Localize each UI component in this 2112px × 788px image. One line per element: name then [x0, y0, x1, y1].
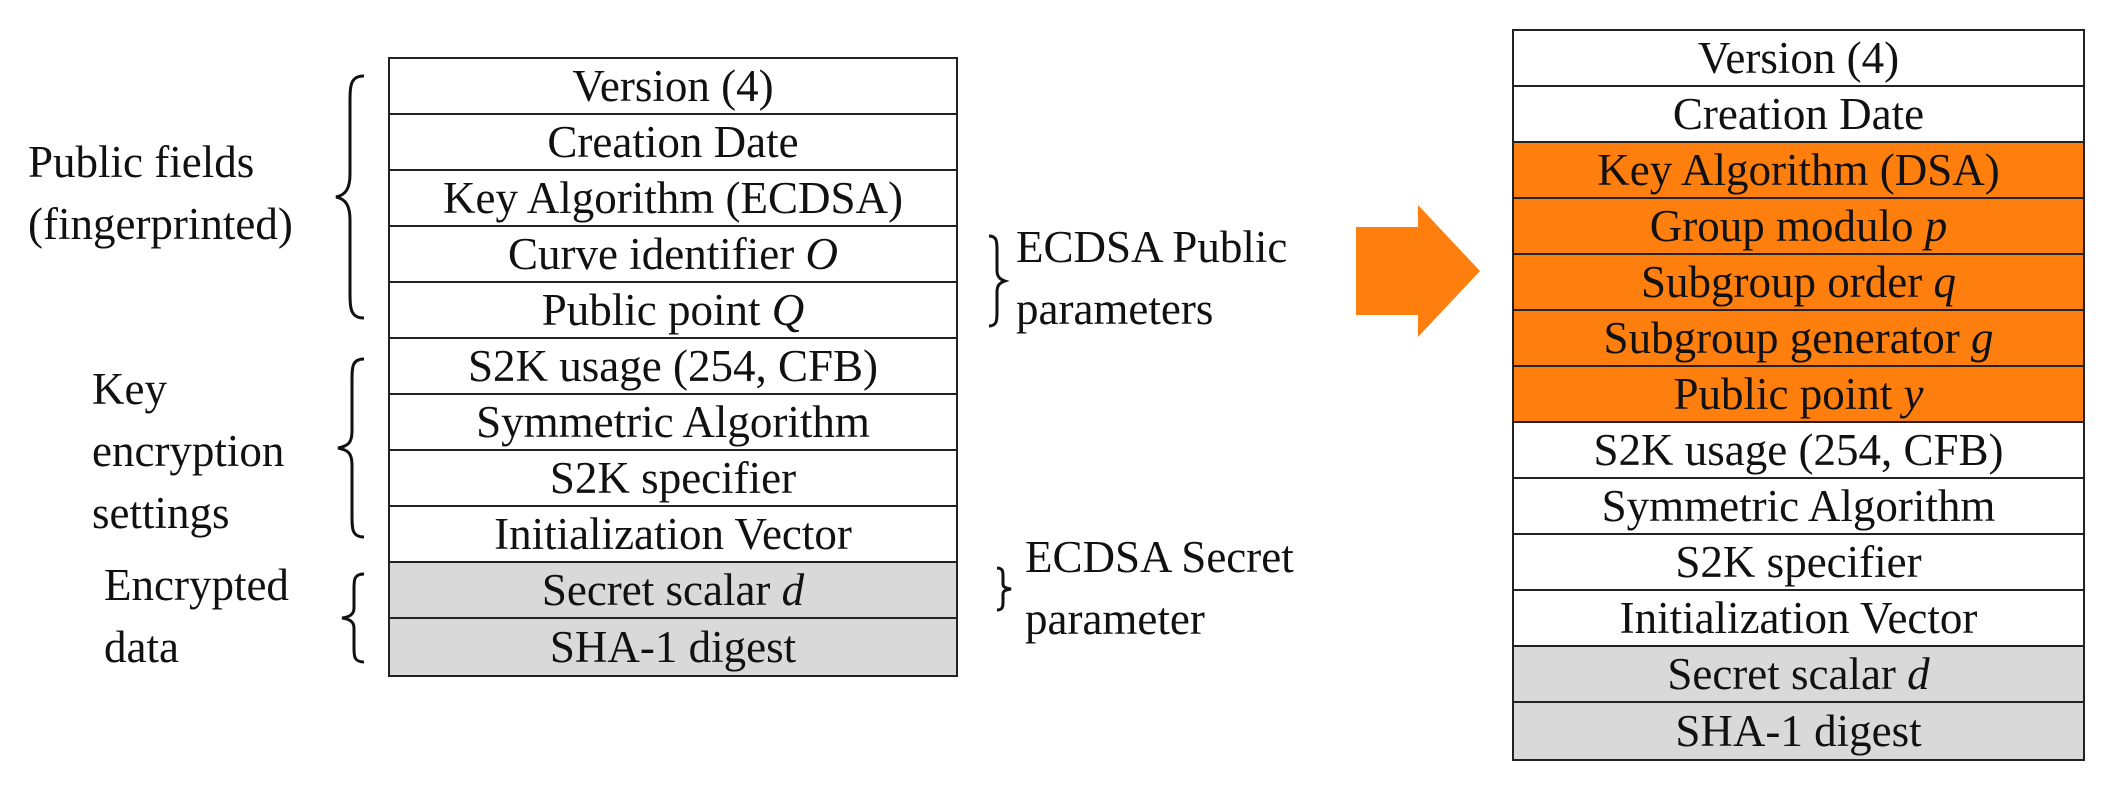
table-row: Curve identifier O: [390, 227, 956, 283]
ecdsa-public-brace: [988, 234, 1010, 328]
table-row: Secret scalar d: [1514, 647, 2083, 703]
table-row: Group modulo p: [1514, 199, 2083, 255]
field-label: SHA-1 digest: [1675, 705, 1922, 756]
field-variable: O: [805, 228, 838, 279]
right-arrow-icon: [1356, 205, 1480, 337]
field-variable: g: [1970, 312, 1994, 363]
field-label: S2K usage (254, CFB): [1593, 424, 2004, 475]
field-label: Secret scalar: [1667, 648, 1908, 699]
field-variable: y: [1903, 368, 1924, 419]
table-row: Version (4): [390, 59, 956, 115]
ecdsa-key-packet-table: Version (4) Creation Date Key Algorithm (E…: [388, 57, 958, 677]
table-row: Symmetric Algorithm: [390, 395, 956, 451]
public-fields-brace: [335, 74, 365, 320]
table-row: Subgroup order q: [1514, 255, 2083, 311]
key-encryption-settings-label: Key encryption settings: [92, 364, 285, 538]
field-label: Creation Date: [547, 116, 799, 167]
table-row: Key Algorithm (DSA): [1514, 143, 2083, 199]
field-label: Secret scalar: [541, 564, 782, 615]
field-label: Subgroup order: [1641, 256, 1934, 307]
field-label: Initialization Vector: [494, 508, 852, 559]
field-label: Curve identifier: [508, 228, 806, 279]
table-row: Initialization Vector: [1514, 591, 2083, 647]
field-label: Public point: [541, 284, 772, 335]
table-row: Version (4): [1514, 31, 2083, 87]
public-fields-label: Public fields (fingerprinted): [28, 137, 293, 249]
table-row: SHA-1 digest: [390, 619, 956, 675]
table-row: S2K specifier: [390, 451, 956, 507]
ecdsa-secret-parameter-label: ECDSA Secret parameter: [1025, 532, 1294, 644]
table-row: S2K usage (254, CFB): [1514, 423, 2083, 479]
field-label: Key Algorithm (DSA): [1597, 144, 2000, 195]
field-label: Symmetric Algorithm: [1601, 480, 1996, 531]
table-row: Creation Date: [390, 115, 956, 171]
table-row: S2K usage (254, CFB): [390, 339, 956, 395]
field-label: Public point: [1673, 368, 1904, 419]
field-variable: q: [1933, 256, 1956, 307]
field-variable: Q: [771, 284, 805, 335]
field-label: S2K specifier: [549, 452, 797, 503]
table-row: Public point y: [1514, 367, 2083, 423]
table-row: S2K specifier: [1514, 535, 2083, 591]
table-row: SHA-1 digest: [1514, 703, 2083, 759]
ecdsa-public-parameters-label: ECDSA Public parameters: [1016, 222, 1288, 334]
encrypted-data-brace: [341, 572, 365, 664]
field-label: Group modulo: [1649, 200, 1925, 251]
ecdsa-secret-brace: [996, 566, 1012, 612]
field-variable: p: [1924, 200, 1948, 251]
table-row: Creation Date: [1514, 87, 2083, 143]
table-row: Symmetric Algorithm: [1514, 479, 2083, 535]
field-label: S2K specifier: [1675, 536, 1922, 587]
field-label: Initialization Vector: [1619, 592, 1978, 643]
field-variable: d: [781, 564, 805, 615]
field-label: Version (4): [572, 60, 774, 111]
table-row: Secret scalar d: [390, 563, 956, 619]
table-row: Public point Q: [390, 283, 956, 339]
field-label: S2K usage (254, CFB): [467, 340, 878, 391]
field-variable: d: [1907, 648, 1930, 699]
field-label: Version (4): [1697, 32, 1900, 83]
field-label: Symmetric Algorithm: [476, 396, 870, 447]
table-row: Key Algorithm (ECDSA): [390, 171, 956, 227]
field-label: SHA-1 digest: [549, 621, 797, 672]
encrypted-data-label: Encrypted data: [104, 560, 289, 672]
table-row: Initialization Vector: [390, 507, 956, 563]
field-label: Key Algorithm (ECDSA): [443, 172, 903, 223]
key-encryption-brace: [337, 357, 365, 539]
table-row: Subgroup generator g: [1514, 311, 2083, 367]
field-label: Creation Date: [1672, 88, 1925, 139]
field-label: Subgroup generator: [1603, 312, 1971, 363]
dsa-key-packet-table: Version (4) Creation Date Key Algorithm (D…: [1512, 29, 2085, 761]
